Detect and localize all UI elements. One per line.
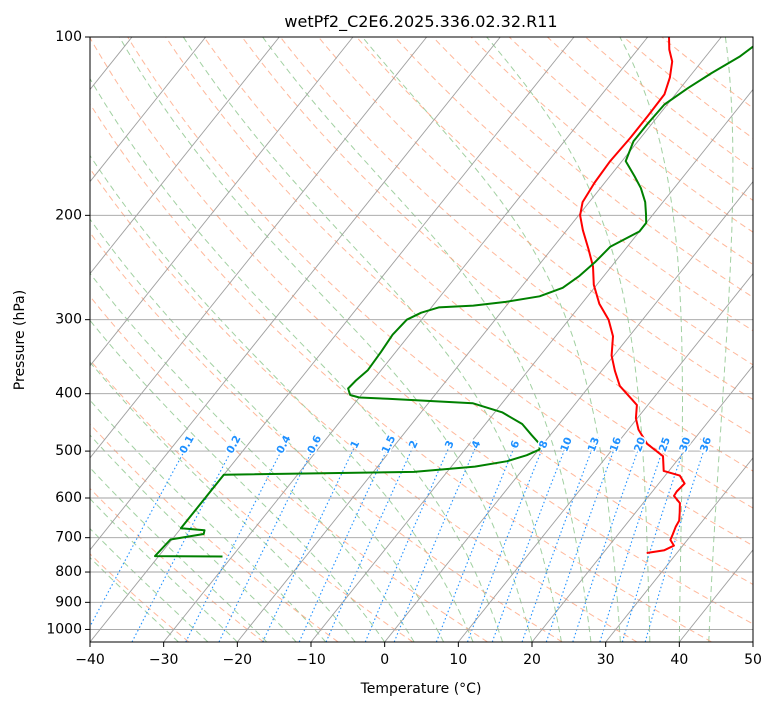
moist-adiabat-line	[486, 37, 651, 642]
moist-adiabat-line	[182, 37, 562, 642]
dewpoint-profile-line	[154, 45, 753, 558]
dry-adiabat-line	[318, 37, 753, 401]
y-tick-label: 400	[55, 386, 82, 402]
mixing-ratio-line	[621, 440, 687, 642]
x-tick-label: 10	[449, 652, 467, 668]
dry-adiabat-line	[90, 103, 712, 642]
moist-adiabats	[90, 37, 734, 642]
profile-series	[154, 37, 753, 558]
y-tick-label: 800	[55, 564, 82, 580]
moist-adiabat-line	[90, 527, 209, 642]
y-tick-label: 100	[55, 29, 82, 45]
moist-adiabat-line	[90, 434, 297, 642]
moist-adiabat-line	[90, 467, 268, 642]
plot-frame	[89, 36, 754, 643]
x-tick-label: −10	[296, 652, 326, 668]
x-tick-label: 30	[597, 652, 615, 668]
isotherm-line	[163, 37, 649, 642]
isotherm-line	[90, 37, 354, 367]
mixing-ratio-line	[644, 440, 708, 642]
mixing-ratio-line	[521, 440, 596, 642]
moist-adiabat-line	[90, 218, 445, 642]
mixing-ratio-line	[599, 440, 667, 642]
y-tick-label: 1000	[46, 621, 82, 637]
dry-adiabat-line	[470, 37, 753, 266]
mixing-ratio-line	[545, 440, 618, 642]
moist-adiabat-line	[90, 154, 474, 642]
isotherm-line	[90, 37, 501, 551]
y-axis-ticks: 100 200 300 400 500 600 700 800 900 1000	[46, 29, 90, 637]
y-tick-label: 900	[55, 594, 82, 610]
mixing-ratio-lines	[90, 440, 708, 642]
mixing-ratio-line	[325, 440, 417, 642]
mixing-ratio-line	[298, 440, 392, 642]
x-tick-label: 40	[670, 652, 688, 668]
dry-adiabat-line	[90, 423, 339, 642]
x-tick-label: −20	[223, 652, 253, 668]
skewed-isotherms	[90, 37, 753, 642]
dry-adiabat-line	[165, 37, 753, 547]
isotherm-line	[90, 37, 575, 642]
plot-area: 0.1 0.2 0.4 0.6 1 1.5 2 3 4 6 8 10 13 16 20 25 30 36	[90, 37, 753, 642]
y-tick-label: 500	[55, 443, 82, 459]
mixing-ratio-line	[185, 440, 287, 642]
dry-adiabat-line	[90, 231, 563, 642]
isotherm-line	[457, 272, 753, 642]
x-tick-label: 0	[380, 652, 389, 668]
mixing-ratio-line	[364, 440, 453, 642]
x-axis-title: Temperature (°C)	[360, 681, 482, 697]
isotherm-line	[605, 457, 753, 642]
chart-title: wetPf2_C2E6.2025.336.02.32.R11	[284, 12, 557, 32]
mixing-ratio-line	[393, 440, 479, 642]
moist-adiabat-line	[90, 498, 238, 642]
dry-adiabats	[90, 37, 753, 642]
x-axis-ticks: −40 −30 −20 −10 0 10 20 30 40 50	[75, 642, 762, 668]
mixing-ratio-line	[90, 440, 191, 628]
x-tick-label: 20	[523, 652, 541, 668]
y-tick-label: 700	[55, 530, 82, 546]
dry-adiabat-line	[90, 37, 753, 625]
dry-adiabat-line	[203, 37, 753, 509]
moist-adiabat-line	[90, 361, 356, 642]
isotherm-line	[90, 37, 280, 275]
y-tick-label: 200	[55, 207, 82, 223]
pressure-gridlines	[90, 37, 753, 630]
moist-adiabat-line	[118, 37, 533, 642]
x-tick-label: −30	[149, 652, 179, 668]
y-tick-label: 300	[55, 312, 82, 328]
dry-adiabat-line	[279, 37, 753, 436]
isotherm-line	[236, 37, 722, 642]
mixing-ratio-line	[491, 440, 569, 642]
moist-adiabat-line	[90, 319, 386, 642]
isotherm-line	[531, 365, 753, 642]
isotherm-line	[90, 37, 428, 459]
isotherm-line	[310, 88, 753, 642]
mixing-ratio-line	[218, 440, 318, 642]
x-tick-label: 50	[744, 652, 762, 668]
isotherm-line	[90, 37, 207, 183]
y-axis-title: Pressure (hPa)	[12, 290, 28, 390]
y-tick-label: 600	[55, 490, 82, 506]
temperature-profile-line	[579, 37, 686, 554]
dry-adiabat-line	[90, 295, 488, 642]
moist-adiabat-line	[90, 77, 503, 642]
dry-adiabat-line	[432, 37, 753, 298]
isotherm-line	[384, 180, 753, 642]
x-tick-label: −40	[75, 652, 105, 668]
moist-adiabat-line	[90, 556, 179, 642]
moist-adiabat-line	[262, 37, 592, 642]
moist-adiabat-line	[362, 37, 621, 642]
dry-adiabat-line	[508, 37, 753, 233]
